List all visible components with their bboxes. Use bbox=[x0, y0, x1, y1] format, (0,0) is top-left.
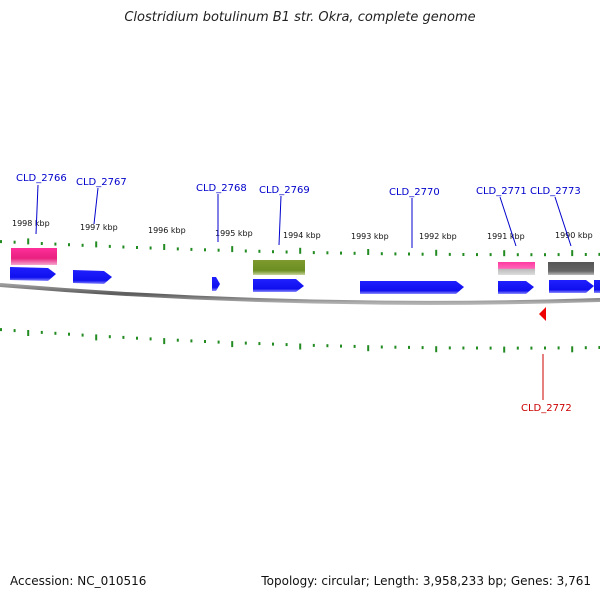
scale-label-1993: 1993 kbp bbox=[351, 232, 389, 241]
feature-pink-block bbox=[11, 248, 57, 265]
gene-arrow-reverse bbox=[539, 307, 546, 321]
feature-gray-block bbox=[548, 262, 594, 275]
gene-label-cld-2767: CLD_2767 bbox=[76, 177, 127, 188]
scale-label-1996: 1996 kbp bbox=[148, 226, 186, 235]
leader-line bbox=[499, 196, 517, 247]
feature-pink-gray-block bbox=[498, 262, 535, 275]
feature-olive-block bbox=[253, 260, 305, 275]
leader-line bbox=[554, 196, 572, 247]
gene-label-cld-2773: CLD_2773 bbox=[530, 186, 581, 197]
scale-label-1990: 1990 kbp bbox=[555, 231, 593, 240]
gene-arrow-forward bbox=[549, 280, 594, 293]
scale-label-1998: 1998 kbp bbox=[12, 219, 50, 228]
gene-label-cld-2771: CLD_2771 bbox=[476, 186, 527, 197]
scale-label-1994: 1994 kbp bbox=[283, 231, 321, 240]
leader-line bbox=[278, 195, 282, 246]
scale-label-1992: 1992 kbp bbox=[419, 232, 457, 241]
gene-arrow-forward bbox=[360, 281, 464, 294]
gene-arrow-forward bbox=[212, 277, 220, 291]
label-leaders bbox=[35, 184, 572, 400]
map-title: Clostridium botulinum B1 str. Okra, comp… bbox=[124, 10, 476, 25]
gene-track-forward bbox=[10, 267, 600, 294]
gene-label-cld-2766: CLD_2766 bbox=[16, 173, 67, 184]
inner-tick-ruler bbox=[0, 328, 600, 353]
feature-track-upper bbox=[11, 248, 594, 275]
accession-text: Accession: NC_010516 bbox=[10, 574, 147, 588]
scale-label-1997: 1997 kbp bbox=[80, 223, 118, 232]
gene-arrow-forward bbox=[10, 267, 56, 281]
genome-backbone bbox=[0, 283, 600, 305]
gene-label-cld-2769: CLD_2769 bbox=[259, 185, 310, 196]
leader-line bbox=[93, 187, 99, 225]
gene-label-cld-2772: CLD_2772 bbox=[521, 403, 572, 414]
gene-label-cld-2770: CLD_2770 bbox=[389, 187, 440, 198]
gene-arrow-forward bbox=[594, 280, 600, 293]
topology-text: Topology: circular; Length: 3,958,233 bp… bbox=[261, 574, 591, 588]
scale-label-1995: 1995 kbp bbox=[215, 229, 253, 238]
outer-tick-ruler bbox=[0, 238, 600, 257]
scale-label-1991: 1991 kbp bbox=[487, 232, 525, 241]
gene-arrow-forward bbox=[498, 281, 534, 294]
gene-label-cld-2768: CLD_2768 bbox=[196, 183, 247, 194]
leader-line bbox=[35, 184, 39, 235]
gene-arrow-forward bbox=[73, 270, 112, 284]
gene-arrow-forward bbox=[253, 279, 304, 292]
